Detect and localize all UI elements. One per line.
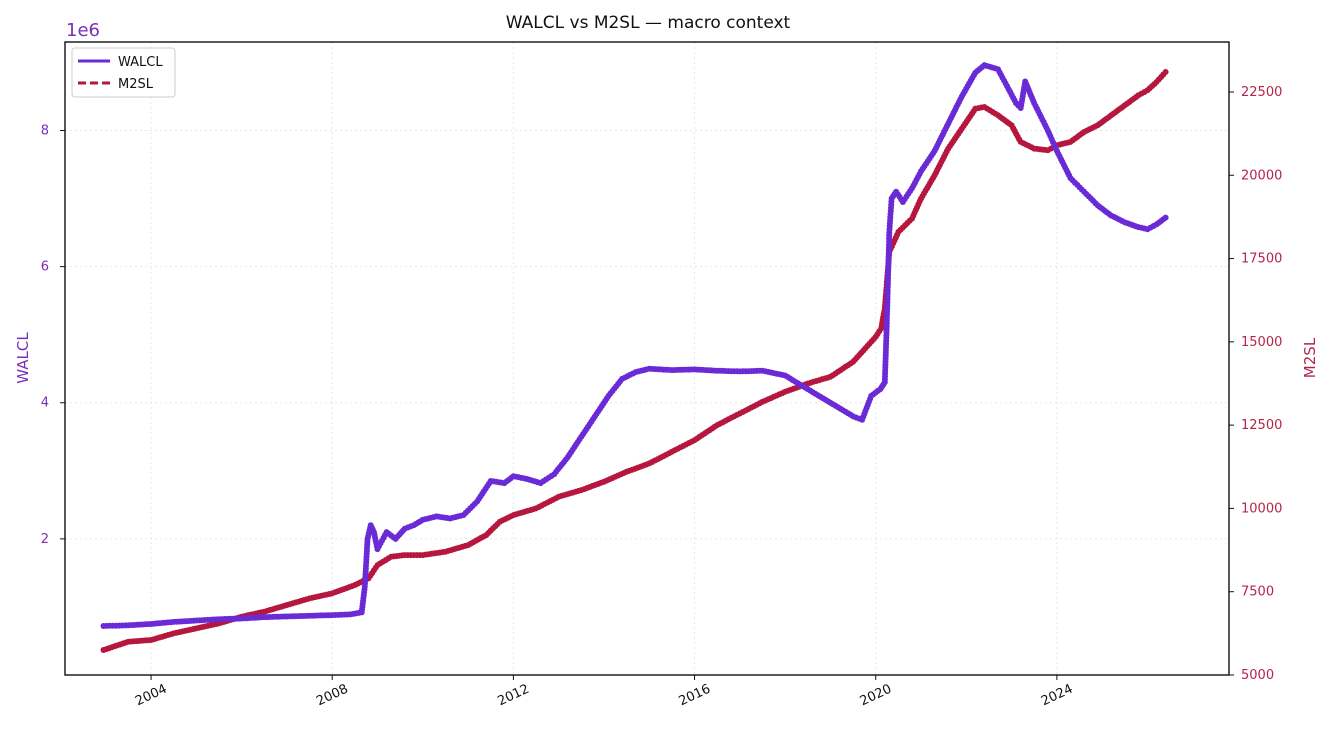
right-y-tick-label: 12500 [1241,418,1282,433]
series-line-walcl [103,63,1167,628]
x-tick-label: 2020 [858,682,894,710]
data-point-walcl [1162,214,1169,221]
right-y-axis: 5000 7500 10000 12500 15000 17500 20000 22500 [1229,85,1282,683]
grid [65,42,1229,675]
right-y-tick-label: 22500 [1241,85,1282,100]
right-y-tick-label: 5000 [1241,668,1274,683]
right-y-tick-label: 15000 [1241,335,1282,350]
series-m2sl [100,68,1169,653]
legend-label-walcl: WALCL [118,55,163,70]
series-walcl [100,62,1169,629]
chart-title: WALCL vs M2SL — macro context [506,13,791,33]
data-point-m2sl [1162,68,1169,75]
right-y-tick-label: 17500 [1241,252,1282,267]
right-y-axis-label: M2SL [1301,337,1319,378]
left-axis-offset-label: 1e6 [66,20,100,41]
x-axis: 2004 2008 2012 2016 2020 2024 [133,675,1075,709]
x-tick-label: 2012 [495,682,531,710]
right-y-tick-label: 20000 [1241,168,1282,183]
left-y-tick-label: 8 [41,123,49,138]
left-y-tick-label: 2 [41,532,49,547]
x-tick-label: 2016 [677,682,713,710]
x-tick-label: 2004 [133,682,169,710]
right-y-tick-label: 10000 [1241,501,1282,516]
left-y-tick-label: 6 [41,260,49,275]
series-line-m2sl [103,70,1167,652]
x-tick-label: 2008 [314,682,350,710]
plot-frame [64,41,1230,676]
legend-label-m2sl: M2SL [118,77,154,92]
left-y-axis: 2 4 6 8 [41,123,65,547]
legend: WALCL M2SL [71,47,176,98]
right-y-tick-label: 7500 [1241,585,1274,600]
left-y-tick-label: 4 [41,396,49,411]
left-y-axis-label: WALCL [14,332,32,384]
plot-area [100,62,1169,653]
x-tick-label: 2024 [1039,682,1075,710]
